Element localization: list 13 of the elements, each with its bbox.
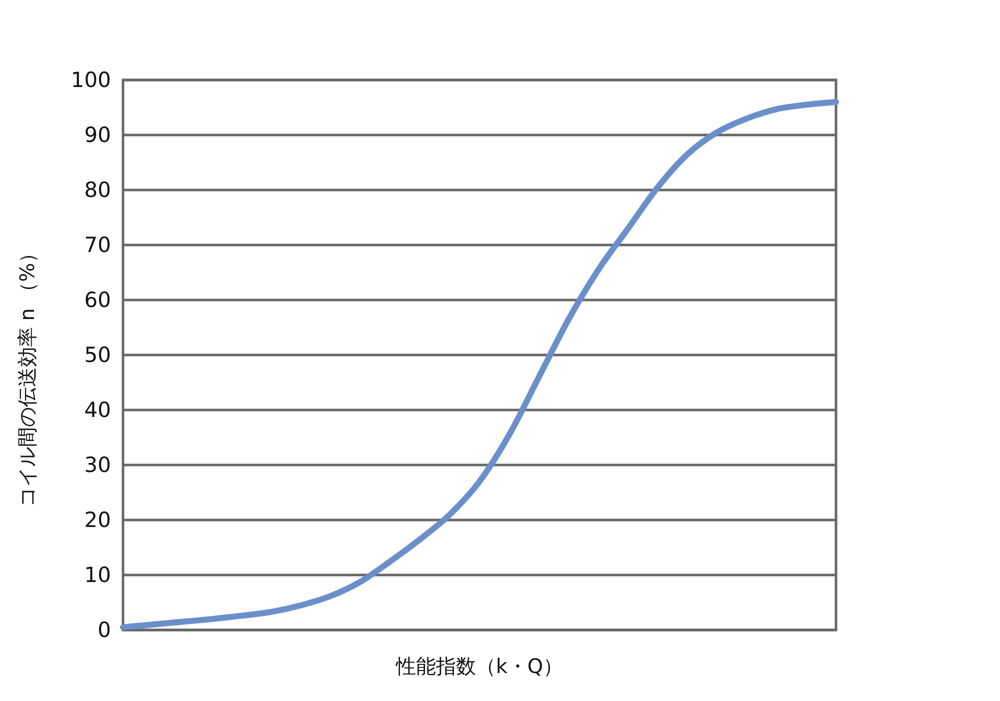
y-tick-label: 90 bbox=[84, 123, 111, 147]
y-tick-label: 60 bbox=[84, 288, 111, 312]
y-tick-label: 80 bbox=[84, 178, 111, 202]
y-tick-label: 20 bbox=[84, 508, 111, 532]
y-axis-title: コイル間の伝送効率 n （%） bbox=[15, 242, 39, 508]
y-tick-label: 10 bbox=[84, 563, 111, 587]
y-tick-label: 30 bbox=[84, 453, 111, 477]
y-tick-label: 40 bbox=[84, 398, 111, 422]
y-tick-label: 50 bbox=[84, 343, 111, 367]
y-tick-label: 0 bbox=[98, 618, 111, 642]
y-tick-label: 70 bbox=[84, 233, 111, 257]
x-axis-title: 性能指数（k・Q） bbox=[394, 654, 564, 678]
y-tick-label: 100 bbox=[70, 68, 111, 92]
